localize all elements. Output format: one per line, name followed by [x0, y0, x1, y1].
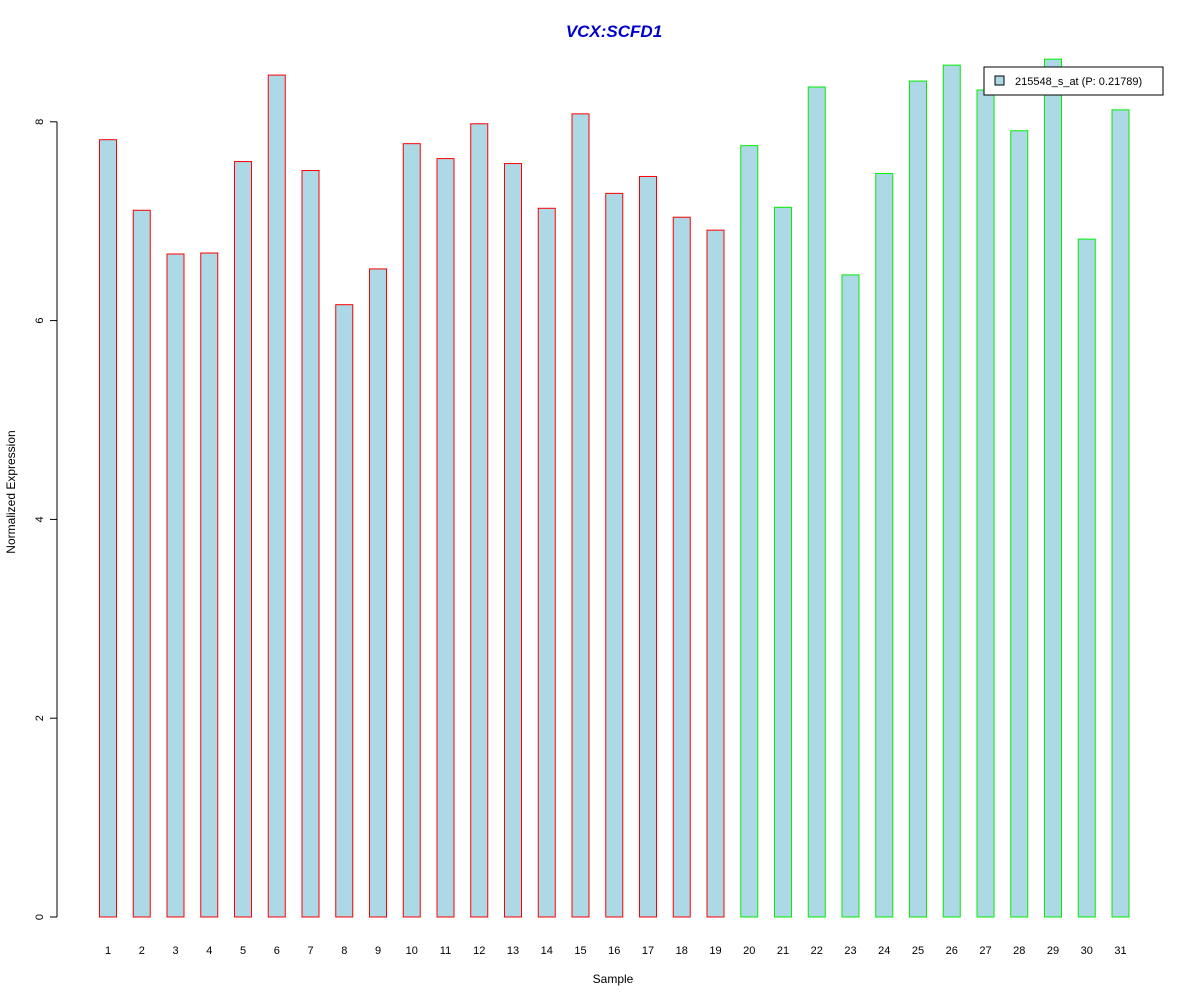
bar: [774, 206, 792, 918]
bar: [369, 268, 387, 918]
chart-title: VCX:SCFD1: [566, 22, 662, 41]
bar: [942, 64, 961, 918]
bar: [605, 192, 624, 918]
bar: [335, 304, 354, 918]
bar: [402, 143, 421, 918]
x-tick-label: 2: [139, 945, 145, 957]
bar: [200, 252, 219, 918]
y-tick-label: 2: [34, 715, 46, 721]
x-tick-label: 4: [206, 945, 212, 957]
bar: [1077, 238, 1096, 918]
x-tick-label: 13: [507, 945, 519, 957]
bar: [639, 175, 657, 918]
bars-group: [99, 58, 1130, 918]
x-tick-label: 8: [341, 945, 347, 957]
x-tick-label: 14: [541, 945, 553, 957]
bar: [807, 86, 826, 918]
bar: [740, 145, 759, 918]
bar: [301, 170, 320, 918]
bar: [166, 253, 185, 918]
x-tick-label: 19: [709, 945, 721, 957]
bar: [132, 209, 151, 918]
x-tick-label: 11: [440, 945, 451, 957]
x-tick-label: 21: [777, 945, 789, 957]
bar: [909, 80, 927, 918]
x-tick-label: 27: [979, 945, 991, 957]
bar: [470, 123, 489, 918]
y-tick-label: 4: [34, 516, 46, 522]
x-tick-label: 7: [307, 945, 313, 957]
bar: [672, 216, 691, 918]
x-tick-label: 16: [608, 945, 620, 957]
x-tick-label: 26: [946, 945, 958, 957]
bar: [1010, 130, 1029, 918]
x-tick-label: 31: [1114, 945, 1126, 957]
x-tick-label: 15: [574, 945, 586, 957]
legend-box: [983, 66, 1164, 96]
bar: [571, 113, 590, 918]
x-tick-labels: 1 2 3 4 5 6 7 8 9 10 11 12 13 14 15 16 17 18 19 20 21 22 23 24 2…: [105, 945, 1127, 957]
legend-label: 215548_s_at (P: 0.21789): [1015, 76, 1142, 88]
legend-swatch: [994, 75, 1005, 86]
x-tick-label: 9: [375, 945, 381, 957]
bar: [436, 158, 455, 918]
x-tick-label: 22: [811, 945, 823, 957]
x-tick-label: 25: [912, 945, 924, 957]
y-tick-label: 8: [34, 119, 46, 125]
bar: [504, 163, 522, 918]
x-tick-label: 23: [844, 945, 856, 957]
x-tick-label: 28: [1013, 945, 1025, 957]
bar: [234, 161, 252, 918]
x-tick-label: 6: [274, 945, 280, 957]
x-tick-label: 3: [172, 945, 178, 957]
x-tick-label: 5: [240, 945, 246, 957]
y-axis-label: Normalized Expression: [4, 430, 18, 553]
y-axis: 0 2 4 6 8: [34, 119, 58, 920]
legend: 215548_s_at (P: 0.21789): [983, 66, 1164, 96]
y-tick-label: 0: [34, 914, 46, 920]
bar: [1111, 109, 1130, 918]
bar: [875, 172, 894, 918]
bar: [706, 229, 725, 918]
x-tick-label: 30: [1081, 945, 1093, 957]
x-tick-label: 24: [878, 945, 890, 957]
x-axis-label: Sample: [593, 972, 634, 986]
x-tick-label: 12: [473, 945, 485, 957]
x-tick-label: 29: [1047, 945, 1059, 957]
y-tick-label: 6: [34, 318, 46, 324]
x-tick-label: 20: [743, 945, 755, 957]
bar: [99, 139, 117, 918]
bar: [841, 274, 860, 918]
bar: [537, 207, 556, 918]
bar: [267, 74, 286, 918]
bar: [976, 89, 995, 918]
x-tick-label: 10: [406, 945, 418, 957]
bar: [1044, 58, 1062, 918]
x-tick-label: 17: [642, 945, 654, 957]
x-tick-label: 1: [105, 945, 111, 957]
x-tick-label: 18: [676, 945, 688, 957]
